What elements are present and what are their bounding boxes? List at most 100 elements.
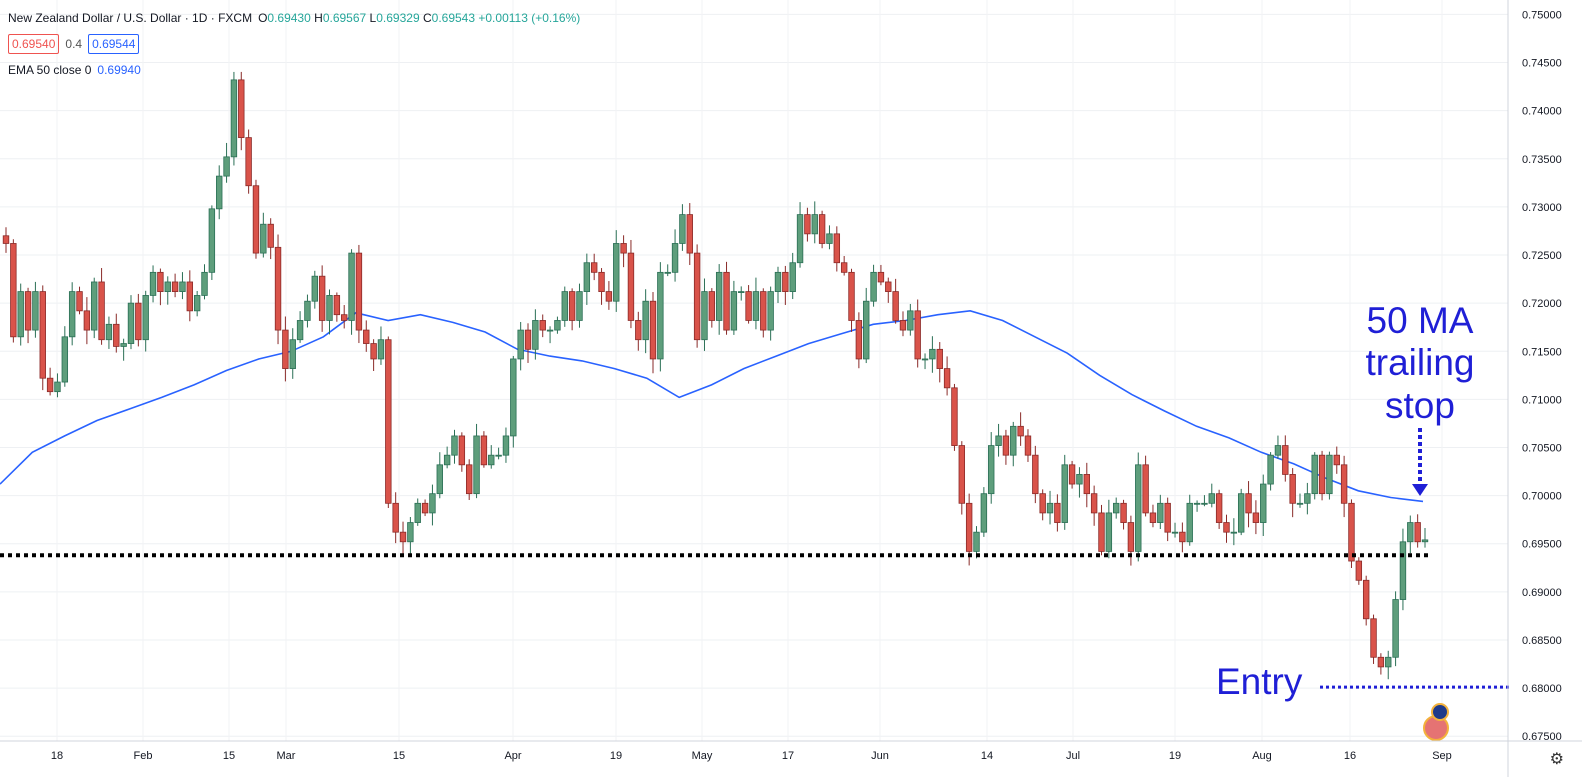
candle — [113, 313, 120, 353]
candle — [885, 277, 892, 303]
candle — [216, 165, 223, 220]
candle — [1370, 614, 1377, 664]
candle — [1017, 412, 1024, 446]
flag-icon[interactable] — [1423, 703, 1449, 741]
candle — [245, 129, 252, 194]
candle — [17, 283, 24, 346]
ma-annotation-line2: trailing — [1366, 342, 1475, 383]
spread-value: 0.4 — [65, 37, 83, 51]
candle — [157, 268, 164, 306]
candle — [451, 429, 458, 464]
candle — [1260, 474, 1267, 536]
y-tick-label: 0.69000 — [1522, 587, 1562, 599]
entry-annotation: Entry — [1216, 661, 1303, 702]
candle — [473, 423, 480, 499]
candle — [1076, 467, 1083, 498]
x-tick-label: Aug — [1252, 750, 1272, 762]
y-tick-label: 0.70500 — [1522, 442, 1562, 454]
candle — [774, 266, 782, 304]
open-label: O — [258, 11, 268, 25]
gear-icon[interactable]: ⚙ — [1549, 751, 1564, 768]
candle — [296, 311, 304, 343]
candle — [796, 202, 804, 268]
candle — [730, 280, 738, 335]
candle — [752, 277, 760, 330]
price-axis[interactable]: 0.75000 0.74500 0.74000 0.73500 0.73000 0.725… — [1507, 0, 1562, 777]
candle — [789, 252, 796, 300]
open-value: 0.69430 — [267, 11, 311, 25]
candle — [863, 287, 870, 364]
candle — [745, 285, 752, 324]
candle — [326, 289, 333, 335]
x-tick-label: May — [692, 750, 713, 762]
candle — [495, 447, 502, 460]
candle — [1333, 446, 1340, 474]
candle — [135, 293, 142, 347]
candle — [260, 212, 267, 258]
candles-layer — [2, 71, 1429, 680]
ema-label[interactable]: EMA 50 close 0 — [8, 63, 92, 77]
buy-price-button[interactable]: 0.69544 — [88, 34, 140, 54]
candle — [348, 249, 355, 335]
candle — [848, 268, 855, 332]
candle — [392, 492, 399, 544]
candle — [1149, 504, 1157, 528]
candle — [833, 226, 841, 272]
candle — [407, 517, 414, 555]
candle — [517, 321, 524, 371]
candle — [333, 292, 341, 322]
candle — [1098, 504, 1105, 556]
candle — [943, 356, 951, 396]
symbol-title[interactable]: New Zealand Dollar / U.S. Dollar · 1D · … — [8, 11, 253, 25]
candle — [149, 265, 157, 303]
symbol-row: New Zealand Dollar / U.S. Dollar · 1D · … — [8, 10, 580, 26]
candle — [10, 239, 17, 343]
candle — [1215, 489, 1223, 529]
candle — [671, 229, 679, 282]
y-tick-label: 0.74000 — [1522, 106, 1562, 118]
y-tick-label: 0.72500 — [1522, 250, 1562, 262]
candle — [1083, 462, 1090, 508]
y-tick-label: 0.74500 — [1522, 58, 1562, 70]
close-label: C — [422, 11, 432, 25]
candle — [1318, 450, 1326, 501]
candle — [855, 312, 863, 369]
candle — [421, 499, 429, 517]
candle — [2, 227, 10, 253]
candle — [1186, 494, 1193, 546]
time-axis[interactable]: 18 Feb 15 Mar 15 Apr 19 May 17 Jun 14 Jul 19 Aug 16 Sep — [0, 740, 1582, 762]
candle — [554, 316, 561, 334]
candle — [1326, 451, 1333, 500]
x-tick-label: Apr — [504, 750, 521, 762]
sell-price-button[interactable]: 0.69540 — [8, 34, 60, 54]
candle — [83, 297, 91, 345]
candle — [568, 288, 576, 331]
candle — [1010, 421, 1017, 467]
candle — [1120, 499, 1127, 530]
candle — [1223, 514, 1230, 543]
candle — [208, 205, 216, 280]
candle — [355, 244, 363, 344]
candle — [914, 299, 921, 368]
arrow-head-icon — [1412, 484, 1428, 496]
candle — [539, 314, 546, 338]
candle — [61, 326, 69, 387]
candle — [1113, 497, 1120, 519]
candle — [899, 311, 907, 337]
candle — [804, 207, 811, 242]
candle — [414, 498, 421, 526]
candle — [936, 342, 943, 383]
candle — [186, 270, 194, 322]
candle — [1032, 445, 1039, 504]
candle — [24, 287, 32, 344]
candle — [840, 256, 848, 276]
candle — [1105, 499, 1113, 559]
y-tick-label: 0.73500 — [1522, 154, 1562, 166]
candle — [951, 383, 958, 451]
candle — [238, 71, 245, 151]
candle — [973, 526, 980, 559]
candle — [1414, 514, 1421, 548]
ma-annotation-line3: stop — [1385, 385, 1455, 426]
